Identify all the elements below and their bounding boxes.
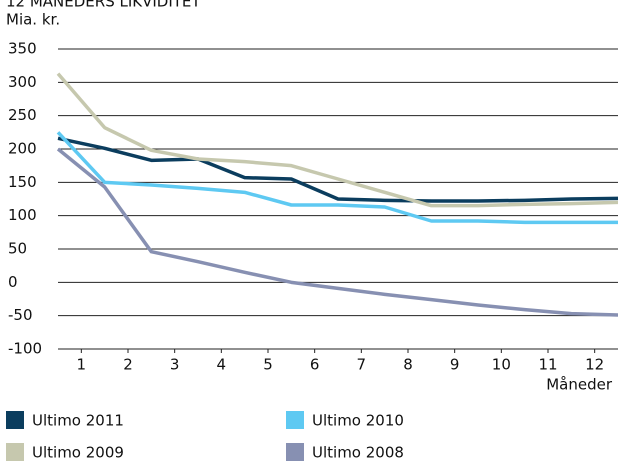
y-axis-label: Mia. kr. — [6, 11, 60, 29]
y-tick-label: -50 — [8, 306, 33, 324]
legend-swatch — [286, 443, 304, 461]
y-tick-label: 350 — [8, 40, 37, 58]
y-tick-label: 300 — [8, 73, 37, 91]
series-line — [57, 136, 618, 203]
y-tick-label: -100 — [8, 340, 42, 358]
x-tick-label: 4 — [217, 356, 227, 374]
x-tick-label: 3 — [170, 356, 180, 374]
y-tick-label: 200 — [8, 140, 37, 158]
legend-label: Ultimo 2009 — [32, 444, 124, 461]
y-tick-label: 150 — [8, 173, 37, 191]
chart-title: 12 MÅNEDERS LIKVIDITET — [6, 0, 201, 11]
x-tick-label: 2 — [123, 356, 133, 374]
y-tick-label: 50 — [8, 240, 27, 258]
x-tick-label: 9 — [450, 356, 460, 374]
legend-swatch — [6, 443, 24, 461]
legend-label: Ultimo 2008 — [312, 444, 404, 461]
x-tick-label: 5 — [263, 356, 273, 374]
y-tick-label: 100 — [8, 206, 37, 224]
x-tick-label: 8 — [403, 356, 413, 374]
legend-swatch — [6, 411, 24, 429]
series-line — [56, 72, 618, 208]
x-tick-label: 7 — [357, 356, 367, 374]
legend-label: Ultimo 2011 — [32, 412, 124, 430]
x-tick-label: 10 — [492, 356, 511, 374]
legend-swatch — [286, 411, 304, 429]
x-axis-label: Måneder — [546, 376, 613, 394]
x-tick-label: 1 — [77, 356, 87, 374]
series-line — [56, 131, 618, 225]
x-tick-label: 11 — [538, 356, 557, 374]
x-tick-label: 12 — [585, 356, 604, 374]
y-tick-label: 250 — [8, 106, 37, 124]
x-tick-label: 6 — [310, 356, 320, 374]
series-line — [56, 147, 618, 317]
legend-label: Ultimo 2010 — [312, 412, 404, 430]
y-tick-label: 0 — [8, 273, 18, 291]
